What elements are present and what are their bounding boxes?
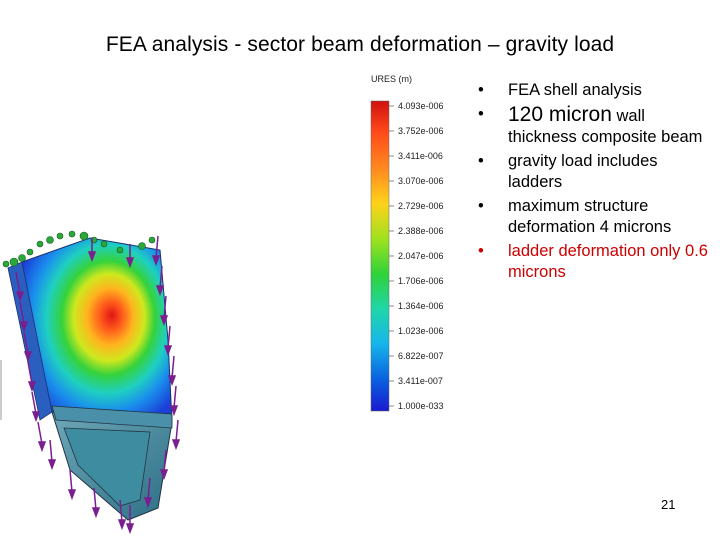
tick-label: 2.729e-006	[398, 201, 444, 211]
tick-label: 4.093e-006	[398, 101, 444, 111]
bullet-text: maximum structure deformation 4 microns	[508, 197, 672, 236]
tick-label: 2.047e-006	[398, 251, 444, 261]
bullet-dot-icon: •	[478, 242, 484, 260]
bullet-item-highlight: • ladder deformation only 0.6 microns	[478, 241, 713, 283]
fixture-markers	[2, 230, 156, 268]
tick-label: 1.000e-033	[398, 401, 444, 411]
bullet-text: FEA shell analysis	[508, 81, 642, 99]
scale-ticks	[389, 105, 394, 407]
tick-label: 1.706e-006	[398, 276, 444, 286]
bullet-dot-icon: •	[478, 81, 484, 99]
beam-end-inner	[63, 427, 151, 507]
tick-label: 3.070e-006	[398, 176, 444, 186]
bullet-item: • maximum structure deformation 4 micron…	[478, 196, 713, 238]
beam-cross-strut	[51, 405, 173, 429]
bullet-dot-icon: •	[478, 152, 484, 170]
bullet-item: • FEA shell analysis	[478, 80, 713, 101]
tick-label: 2.388e-006	[398, 226, 444, 236]
bullet-dot-icon: •	[478, 197, 484, 215]
legend-title: URES (m)	[371, 74, 412, 84]
tick-label: 1.364e-006	[398, 301, 444, 311]
bullet-item: • gravity load includes ladders	[478, 151, 713, 193]
tick-label: 6.822e-007	[398, 351, 444, 361]
bullet-text: ladder deformation only 0.6 microns	[508, 242, 708, 281]
bullet-lead-text: 120 micron	[508, 103, 612, 126]
bullet-item: • 120 micron wall thickness composite be…	[478, 104, 713, 148]
bullet-list: • FEA shell analysis • 120 micron wall t…	[478, 80, 713, 286]
gravity-load-arrows	[15, 235, 181, 535]
page-number: 21	[661, 497, 676, 512]
tick-label: 3.411e-006	[398, 151, 443, 161]
bullet-text: wall thickness composite beam	[508, 107, 703, 146]
slide-title: FEA analysis - sector beam deformation –…	[105, 33, 615, 56]
tick-label: 3.411e-007	[398, 376, 443, 386]
color-scale-bar	[370, 100, 390, 412]
bullet-text: gravity load includes ladders	[508, 152, 658, 191]
tick-label: 1.023e-006	[398, 326, 444, 336]
bullet-dot-icon: •	[478, 105, 484, 123]
tick-label: 3.752e-006	[398, 126, 444, 136]
